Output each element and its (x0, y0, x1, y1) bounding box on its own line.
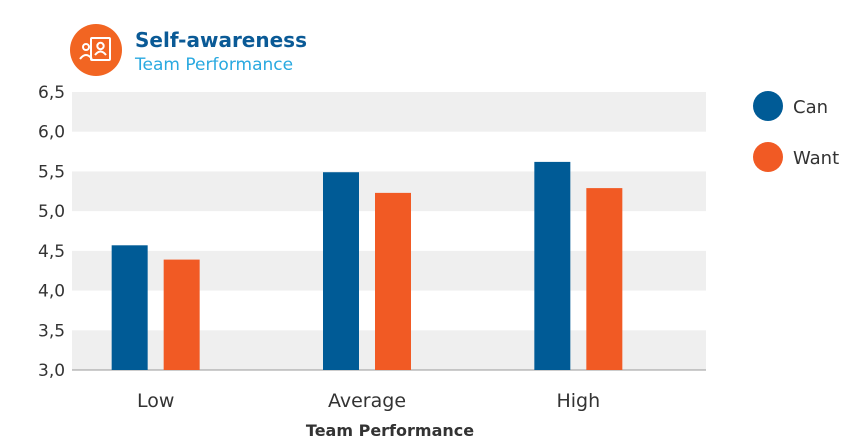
chart-title: Self-awareness (135, 28, 307, 52)
legend-label: Can (793, 97, 828, 118)
icon-background (70, 24, 122, 76)
bar-want-low (163, 259, 200, 370)
y-tick-label: 3,0 (38, 361, 65, 381)
y-tick-label: 6,5 (38, 83, 65, 103)
y-tick-label: 4,5 (38, 242, 65, 262)
x-axis-ticks: Low Average High (137, 390, 600, 412)
chart-subtitle: Team Performance (134, 55, 293, 75)
y-tick-label: 6,0 (38, 123, 65, 143)
bar-want-average (375, 192, 411, 370)
legend-marker-want (753, 142, 783, 172)
y-axis-ticks: 3,0 3,5 4,0 4,5 5,0 5,5 6,0 6,5 (38, 83, 65, 381)
y-tick-label: 5,5 (38, 162, 65, 182)
grid-band (72, 92, 706, 132)
bar-can-average (323, 172, 359, 370)
bars (111, 161, 623, 370)
legend-marker-can (753, 91, 783, 121)
y-tick-label: 5,0 (38, 202, 65, 222)
x-tick-label: Average (328, 390, 406, 412)
x-tick-label: High (556, 390, 600, 412)
bar-want-high (586, 188, 623, 370)
legend: Can Want (753, 91, 839, 172)
x-axis-label: Team Performance (306, 421, 474, 440)
team-presentation-icon (79, 37, 111, 61)
y-tick-label: 4,0 (38, 282, 65, 302)
bar-can-high (534, 161, 571, 370)
legend-label: Want (793, 148, 839, 169)
header-icon (70, 24, 122, 76)
x-tick-label: Low (137, 390, 174, 412)
y-tick-label: 3,5 (38, 321, 65, 341)
bar-can-low (111, 245, 148, 370)
